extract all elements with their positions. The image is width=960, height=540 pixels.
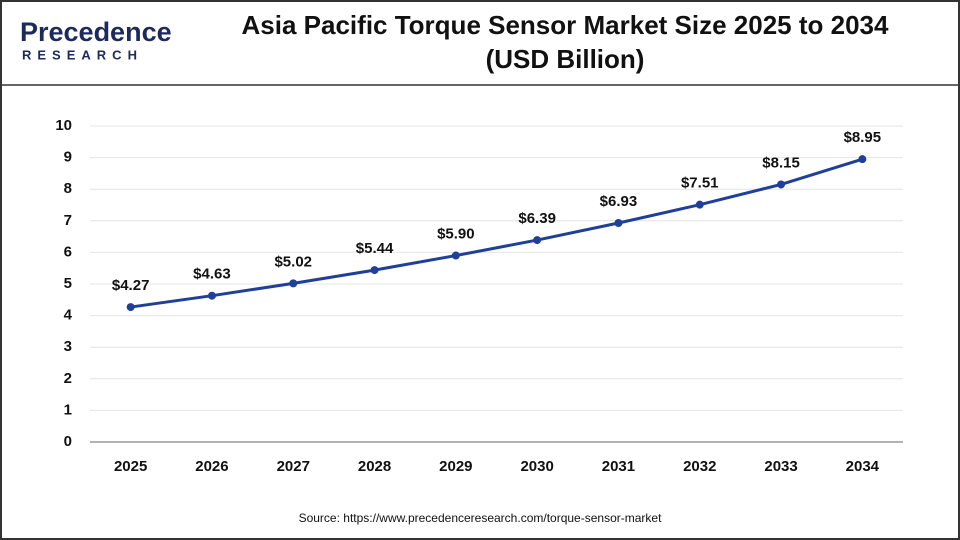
value-label: $8.15 — [762, 154, 800, 171]
y-tick-label: 1 — [64, 401, 72, 418]
x-tick-label: 2028 — [358, 458, 391, 475]
point — [533, 236, 542, 245]
point — [695, 200, 704, 209]
point — [777, 180, 786, 189]
y-tick-label: 6 — [64, 243, 72, 260]
x-tick-label: 2034 — [846, 458, 880, 475]
point — [126, 303, 135, 312]
point — [207, 291, 216, 300]
y-tick-label: 2 — [64, 370, 72, 387]
value-label: $5.90 — [437, 226, 475, 243]
y-tick-label: 3 — [64, 338, 72, 355]
x-tick-label: 2033 — [764, 458, 797, 475]
line — [130, 157, 863, 309]
point — [451, 251, 460, 260]
point — [289, 279, 298, 288]
y-tick-label: 0 — [64, 433, 72, 450]
value-label: $5.44 — [356, 240, 394, 257]
chart-title: Asia Pacific Torque Sensor Market Size 2… — [241, 10, 889, 74]
y-tick-label: 5 — [64, 275, 72, 292]
point — [614, 219, 623, 228]
value-label: $5.02 — [274, 253, 312, 270]
point — [858, 155, 867, 164]
logo-name: Precedence — [20, 17, 172, 47]
x-tick-label: 2029 — [439, 458, 472, 475]
x-tick-label: 2031 — [602, 458, 635, 475]
value-label: $6.39 — [518, 210, 556, 227]
x-tick-label: 2027 — [277, 458, 310, 475]
value-label: $7.51 — [681, 175, 719, 192]
x-tick-label: 2025 — [114, 458, 147, 475]
y-tick-label: 8 — [64, 180, 72, 197]
y-tick-label: 10 — [55, 117, 72, 134]
value-label: $4.27 — [112, 277, 150, 294]
y-tick-label: 4 — [64, 307, 73, 324]
value-label: $4.63 — [193, 266, 231, 283]
y-tick-label: 9 — [64, 149, 72, 166]
value-label: $8.95 — [844, 129, 882, 146]
source: Source: https://www.precedenceresearch.c… — [299, 511, 662, 525]
logo-sub: RESEARCH — [22, 47, 143, 62]
x-tick-label: 2032 — [683, 458, 716, 475]
y-tick-label: 7 — [64, 212, 72, 229]
value-label: $6.93 — [600, 193, 638, 210]
point — [370, 266, 379, 275]
x-tick-label: 2030 — [520, 458, 553, 475]
x-tick-label: 2026 — [195, 458, 228, 475]
